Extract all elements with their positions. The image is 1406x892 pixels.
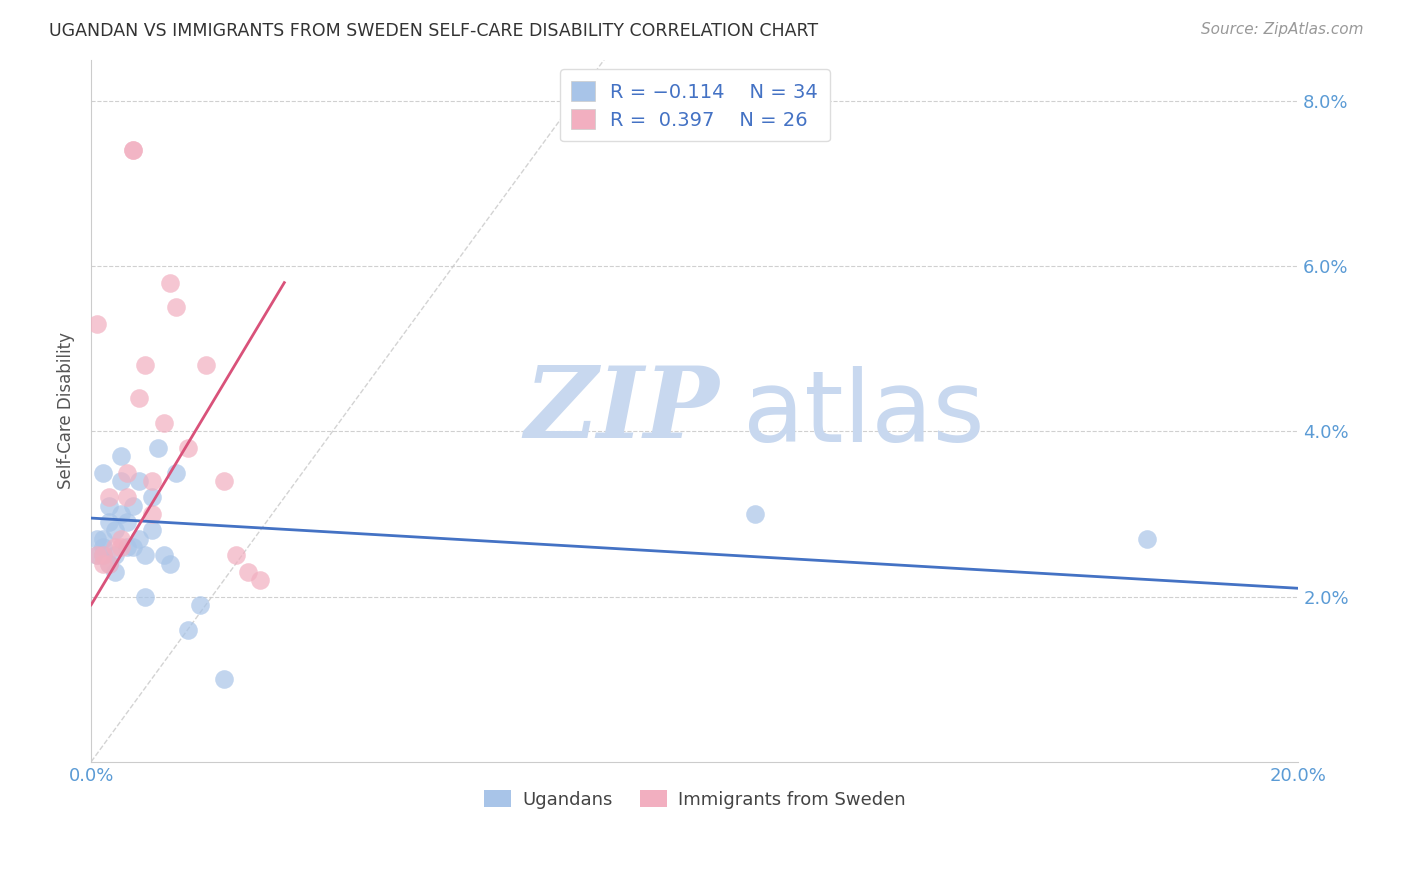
Point [188,598,211,612]
Point [117,515,139,529]
Point [134,548,156,562]
Point [91,466,114,480]
Point [146,441,169,455]
Point [122,540,145,554]
Point [225,548,247,562]
Point [110,532,132,546]
Point [86,548,108,562]
Point [141,507,163,521]
Point [159,557,181,571]
Point [98,515,121,529]
Point [212,672,235,686]
Text: UGANDAN VS IMMIGRANTS FROM SWEDEN SELF-CARE DISABILITY CORRELATION CHART: UGANDAN VS IMMIGRANTS FROM SWEDEN SELF-C… [49,22,818,40]
Point [744,507,766,521]
Point [98,557,121,571]
Point [91,548,114,562]
Point [152,416,174,430]
Y-axis label: Self-Care Disability: Self-Care Disability [58,332,75,489]
Text: atlas: atlas [742,366,984,463]
Point [141,524,163,538]
Point [98,557,121,571]
Point [128,392,150,406]
Point [110,507,132,521]
Point [117,466,139,480]
Point [236,565,259,579]
Point [91,540,114,554]
Point [104,540,127,554]
Point [98,491,121,505]
Point [212,474,235,488]
Point [117,540,139,554]
Point [104,524,127,538]
Point [128,474,150,488]
Point [86,548,108,562]
Point [177,441,200,455]
Legend: Ugandans, Immigrants from Sweden: Ugandans, Immigrants from Sweden [477,783,912,816]
Point [249,573,271,587]
Point [165,466,187,480]
Point [110,540,132,554]
Point [159,276,181,290]
Point [91,557,114,571]
Point [141,474,163,488]
Point [152,548,174,562]
Point [86,532,108,546]
Point [86,317,108,331]
Point [122,144,145,158]
Point [141,491,163,505]
Point [134,358,156,372]
Point [1136,532,1159,546]
Point [110,449,132,463]
Point [98,499,121,513]
Point [91,532,114,546]
Text: ZIP: ZIP [524,362,718,459]
Point [165,301,187,315]
Point [134,590,156,604]
Point [104,548,127,562]
Point [177,623,200,637]
Point [128,532,150,546]
Point [194,358,217,372]
Point [122,499,145,513]
Text: Source: ZipAtlas.com: Source: ZipAtlas.com [1201,22,1364,37]
Point [91,548,114,562]
Point [104,565,127,579]
Point [110,474,132,488]
Point [122,144,145,158]
Point [117,491,139,505]
